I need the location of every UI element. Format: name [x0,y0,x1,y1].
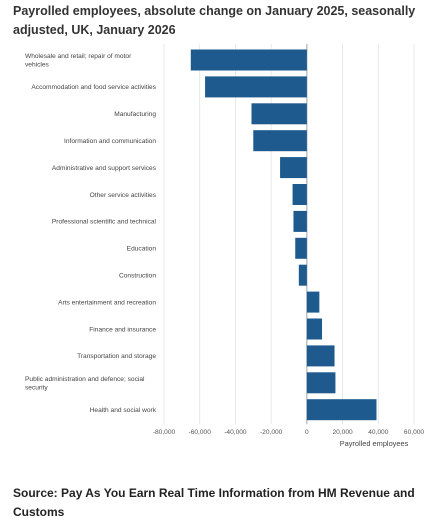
bar-chart: Wholesale and retail; repair of motor veh… [25,44,425,448]
category-label: Information and communication [64,138,156,145]
bar [306,318,323,340]
category-label: Manufacturing [114,111,156,118]
chart-title: Payrolled employees, absolute change on … [13,4,416,37]
bar [293,210,307,232]
category-label: Transportation and storage [77,353,156,360]
source-note: Source: Pay As You Earn Real Time Inform… [13,486,415,519]
x-tick-label: -80,000 [153,429,176,436]
x-tick-label: -60,000 [189,429,212,436]
x-tick-label: 20,000 [332,429,353,436]
category-label: Arts entertainment and recreation [58,299,156,306]
bar [295,237,307,259]
x-tick-label: -40,000 [224,429,247,436]
x-tick-label: 60,000 [404,429,425,436]
gridlines [163,44,415,425]
bar [306,399,377,421]
bar [306,291,320,313]
x-axis-title: Payrolled employees [340,439,409,448]
bar [280,157,307,179]
category-label: Other service activities [90,192,157,199]
category-labels: Wholesale and retail; repair of motor veh… [25,53,157,414]
x-tick-label: 0 [305,429,309,436]
bar [251,103,307,125]
category-label: Accommodation and food service activitie… [31,84,156,91]
category-label: Finance and insurance [89,326,156,333]
bar [205,76,307,98]
bar [253,130,307,152]
x-axis-tick-labels: -80,000 -60,000 -40,000 -20,000 0 20,000 40,00… [153,429,425,436]
bar [292,184,307,205]
bar [306,345,335,367]
category-label: Construction [119,273,156,280]
category-label: security [25,384,48,391]
category-label: vehicles [25,62,50,69]
x-tick-label: 40,000 [368,429,389,436]
category-label: Professional scientific and technical [52,219,157,226]
category-label: Health and social work [90,407,157,414]
bar [306,372,336,394]
bar [298,264,307,286]
category-label: Public administration and defence; socia… [25,376,145,383]
category-label: Administrative and support services [52,165,157,172]
x-tick-label: -20,000 [260,429,283,436]
category-label: Education [127,246,157,253]
bar [190,49,307,71]
category-label: Wholesale and retail; repair of motor [25,53,132,60]
bars [190,49,377,421]
